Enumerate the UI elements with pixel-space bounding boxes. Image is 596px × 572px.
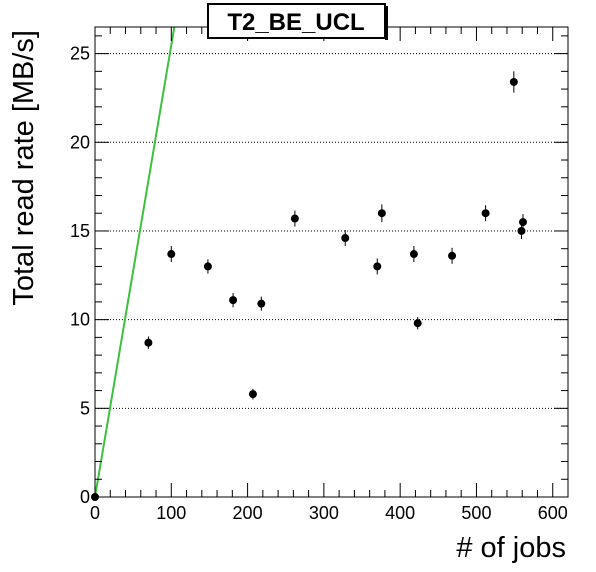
data-point xyxy=(518,218,527,227)
x-tick-label: 100 xyxy=(156,503,186,523)
y-tick-label: 15 xyxy=(70,221,90,241)
data-point xyxy=(257,299,266,308)
title-layer: T2_BE_UCL xyxy=(207,3,388,40)
data-point xyxy=(409,250,418,259)
x-tick-label: 600 xyxy=(538,503,568,523)
x-tick-label: 0 xyxy=(90,503,100,523)
plot-frame-layer xyxy=(94,26,569,498)
y-tick-label: 25 xyxy=(70,44,90,64)
data-point xyxy=(448,251,457,260)
data-point xyxy=(373,262,382,271)
data-point xyxy=(248,390,257,399)
data-point xyxy=(517,226,526,235)
plot-frame xyxy=(94,26,569,498)
data-point xyxy=(91,493,99,501)
data-point xyxy=(413,319,422,328)
title-box-shadow xyxy=(385,6,388,40)
data-point xyxy=(481,209,490,218)
data-point xyxy=(144,338,153,347)
x-tick-label: 400 xyxy=(385,503,415,523)
labels-layer: 0 100 200 300 400 500 600 0 5 10 15 20 25 xyxy=(70,44,568,523)
chart-title: T2_BE_UCL xyxy=(227,9,364,36)
title-box xyxy=(207,3,386,39)
x-axis-title: # of jobs xyxy=(456,532,566,564)
x-tick-label: 300 xyxy=(309,503,339,523)
grid-layer xyxy=(95,53,568,409)
y-tick-label: 20 xyxy=(70,132,90,152)
reference-line xyxy=(94,26,176,498)
reference-line-layer xyxy=(94,26,176,498)
data-point xyxy=(290,214,299,223)
ticks-layer xyxy=(94,27,569,498)
x-tick-label: 200 xyxy=(233,503,263,523)
x-tick-label: 500 xyxy=(461,503,491,523)
y-tick-label: 10 xyxy=(70,310,90,330)
data-point xyxy=(341,234,350,243)
data-points-layer xyxy=(91,71,527,501)
data-point xyxy=(167,250,176,259)
y-axis-title: Total read rate [MB/s] xyxy=(8,30,40,306)
data-point xyxy=(509,77,518,86)
data-point xyxy=(229,296,238,305)
y-tick-label: 0 xyxy=(80,487,90,507)
data-point xyxy=(377,209,386,218)
data-point xyxy=(203,262,212,271)
y-tick-label: 5 xyxy=(80,398,90,418)
